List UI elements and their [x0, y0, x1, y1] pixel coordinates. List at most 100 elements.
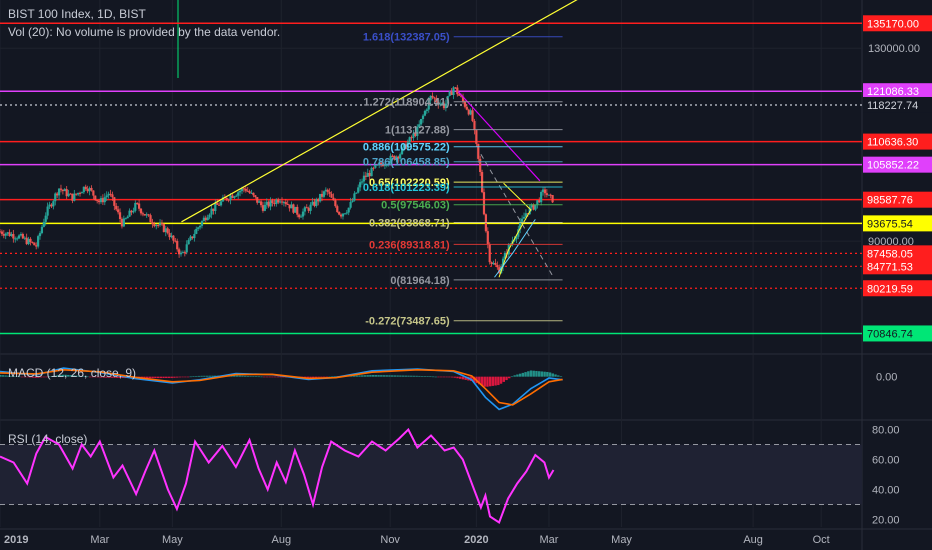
candle-body: [389, 155, 392, 163]
macd-histogram-bar: [551, 373, 554, 377]
macd-histogram-bar: [263, 376, 266, 378]
fib-level-label: 1(113127.88): [385, 125, 450, 137]
macd-histogram-bar: [18, 376, 21, 378]
candle-body: [454, 87, 457, 89]
macd-histogram-bar: [88, 376, 92, 378]
fib-level-label: -0.272(73487.65): [365, 316, 450, 328]
candle-body: [450, 91, 453, 95]
candle-body: [99, 198, 103, 203]
macd-histogram-bar: [431, 376, 435, 378]
candle-body: [61, 189, 64, 192]
candle-body: [227, 199, 230, 201]
candle-body: [120, 219, 124, 227]
candle-body: [52, 201, 55, 207]
candle-body: [299, 216, 303, 218]
macd-histogram-bar: [499, 376, 503, 384]
candle-body: [400, 147, 404, 155]
candle-body: [490, 262, 493, 265]
macd-histogram-bar: [241, 375, 244, 377]
candle-body: [303, 207, 306, 212]
candle-body: [547, 194, 550, 196]
candle-body: [23, 237, 26, 239]
macd-histogram-bar: [306, 376, 309, 378]
macd-histogram-bar: [56, 375, 59, 377]
macd-histogram-bar: [456, 376, 459, 379]
candle-body: [526, 213, 529, 215]
candle-body: [353, 193, 356, 201]
candle-body: [137, 203, 141, 209]
candle-body: [379, 162, 383, 165]
candle-body: [16, 238, 19, 240]
candle-body: [242, 188, 246, 190]
candle-body: [216, 203, 219, 205]
candle-body: [313, 201, 316, 206]
candle-body: [395, 156, 398, 160]
macd-histogram-bar: [45, 376, 48, 378]
candle-body: [151, 222, 154, 225]
candle-body: [78, 192, 82, 194]
macd-histogram-bar: [508, 376, 511, 379]
candle-body: [385, 164, 388, 166]
macd-histogram-bar: [412, 375, 416, 377]
candle-body: [212, 208, 215, 211]
candle-body: [256, 197, 259, 203]
candle-body: [90, 187, 93, 191]
candle-body: [38, 233, 42, 237]
candle-body: [467, 109, 470, 115]
candle-body: [378, 162, 381, 165]
macd-histogram-bar: [410, 375, 413, 377]
macd-histogram-bar: [312, 376, 315, 378]
candle-body: [17, 235, 21, 239]
macd-histogram-bar: [543, 371, 546, 377]
macd-histogram-bar: [265, 376, 269, 378]
macd-histogram-bar: [189, 376, 192, 378]
candle-body: [362, 175, 366, 182]
macd-histogram-bar: [529, 370, 533, 377]
macd-histogram-bar: [423, 376, 427, 377]
candle-body: [0, 231, 4, 234]
macd-histogram-bar: [184, 376, 187, 378]
macd-histogram-bar: [546, 371, 549, 377]
candle-body: [164, 228, 167, 232]
macd-histogram-bar: [83, 376, 86, 377]
fib-level-label: 1.272(118904.41): [363, 97, 450, 109]
candle-body: [292, 204, 295, 213]
candle-body: [284, 202, 287, 204]
candle-body: [532, 204, 535, 210]
macd-histogram-bar: [69, 375, 73, 377]
candle-body: [440, 103, 444, 105]
candle-body: [233, 196, 236, 198]
macd-histogram-bar: [94, 376, 97, 378]
macd-histogram-bar: [374, 375, 378, 377]
candle-body: [130, 210, 133, 213]
candle-body: [541, 189, 545, 192]
candle-body: [372, 167, 375, 169]
candle-body: [357, 187, 360, 193]
candle-body: [229, 195, 232, 201]
candle-body: [168, 233, 171, 238]
candle-body: [343, 213, 346, 215]
candle-body: [423, 110, 427, 116]
price-level-tag: 121086.33: [867, 86, 919, 98]
candle-body: [503, 253, 507, 259]
macd-histogram-bar: [491, 376, 495, 386]
macd-histogram-bar: [429, 376, 432, 378]
candle-body: [244, 188, 247, 191]
candle-body: [48, 204, 51, 207]
candle-body: [387, 162, 390, 165]
x-tick-label: Oct: [813, 534, 830, 546]
candle-body: [549, 194, 552, 196]
candle-body: [193, 233, 196, 239]
candle-body: [101, 198, 104, 203]
candle-body: [286, 203, 289, 205]
candle-body: [172, 235, 175, 241]
candle-body: [185, 244, 188, 253]
candle-body: [65, 189, 68, 197]
macd-histogram-bar: [415, 375, 418, 377]
macd-histogram-bar: [107, 376, 111, 378]
macd-histogram-bar: [322, 376, 326, 378]
macd-histogram-bar: [505, 376, 508, 381]
macd-histogram-bar: [483, 376, 486, 387]
macd-histogram-bar: [116, 376, 119, 378]
